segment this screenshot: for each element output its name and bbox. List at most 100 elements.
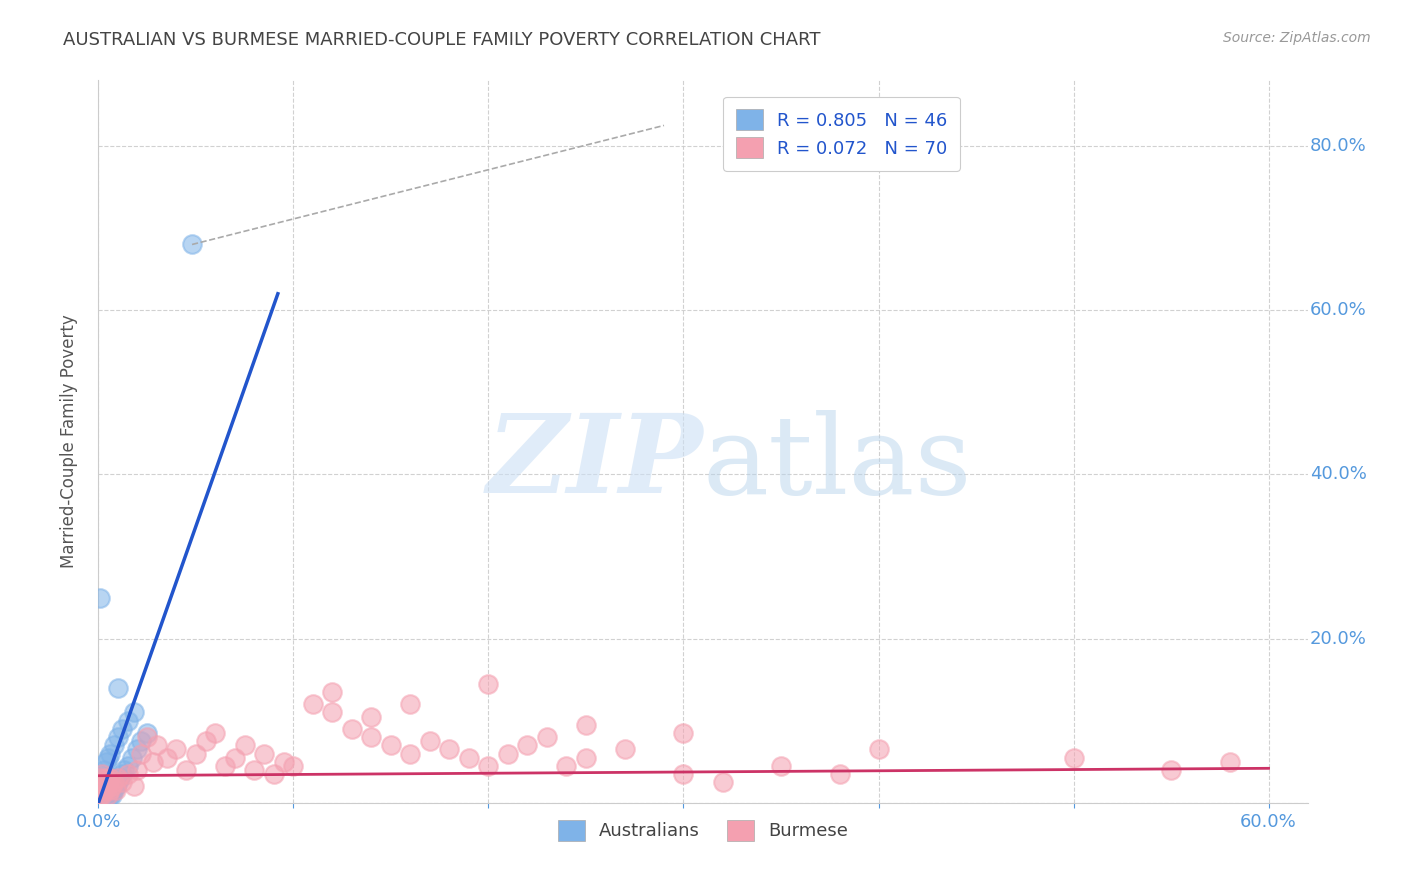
Point <box>439 742 461 756</box>
Point <box>516 739 538 753</box>
Point <box>98 783 121 797</box>
Point <box>458 750 481 764</box>
Point <box>828 767 851 781</box>
Point <box>321 706 343 720</box>
Point <box>89 791 111 805</box>
Point <box>263 767 285 781</box>
Legend: Australians, Burmese: Australians, Burmese <box>550 813 856 848</box>
Point <box>122 706 145 720</box>
Point <box>536 730 558 744</box>
Point <box>174 763 197 777</box>
Point <box>93 783 115 797</box>
Point <box>97 775 120 789</box>
Point <box>1063 750 1085 764</box>
Point <box>868 742 890 756</box>
Point <box>96 788 118 802</box>
Point <box>121 750 143 764</box>
Point <box>380 739 402 753</box>
Point <box>111 722 134 736</box>
Point <box>136 726 159 740</box>
Point <box>89 788 111 802</box>
Point <box>107 730 129 744</box>
Text: 20.0%: 20.0% <box>1310 630 1367 648</box>
Point <box>1219 755 1241 769</box>
Y-axis label: Married-Couple Family Poverty: Married-Couple Family Poverty <box>59 315 77 568</box>
Point <box>117 759 139 773</box>
Point <box>89 771 111 785</box>
Point <box>97 780 120 794</box>
Point <box>89 771 111 785</box>
Point <box>91 789 114 804</box>
Point <box>117 714 139 728</box>
Point <box>98 747 121 761</box>
Point <box>769 759 792 773</box>
Point <box>117 767 139 781</box>
Point <box>477 759 499 773</box>
Point <box>107 775 129 789</box>
Point <box>96 755 118 769</box>
Point <box>233 739 256 753</box>
Point <box>108 771 131 785</box>
Point <box>672 726 695 740</box>
Point <box>107 681 129 695</box>
Point <box>101 788 124 802</box>
Point <box>243 763 266 777</box>
Point <box>146 739 169 753</box>
Point <box>91 783 114 797</box>
Point <box>101 780 124 794</box>
Point <box>89 788 111 802</box>
Point <box>165 742 187 756</box>
Point <box>96 783 118 797</box>
Point <box>93 788 115 802</box>
Point <box>142 755 165 769</box>
Text: Source: ZipAtlas.com: Source: ZipAtlas.com <box>1223 31 1371 45</box>
Point <box>214 759 236 773</box>
Point <box>112 763 135 777</box>
Point <box>477 677 499 691</box>
Point <box>111 767 134 781</box>
Point <box>101 780 124 794</box>
Point <box>253 747 276 761</box>
Point <box>111 775 134 789</box>
Point <box>575 750 598 764</box>
Text: 80.0%: 80.0% <box>1310 137 1367 155</box>
Text: AUSTRALIAN VS BURMESE MARRIED-COUPLE FAMILY POVERTY CORRELATION CHART: AUSTRALIAN VS BURMESE MARRIED-COUPLE FAM… <box>63 31 821 49</box>
Point <box>127 763 149 777</box>
Point <box>89 783 111 797</box>
Point <box>555 759 578 773</box>
Point <box>131 747 153 761</box>
Point <box>181 237 204 252</box>
Point <box>496 747 519 761</box>
Point <box>91 788 114 802</box>
Point <box>224 750 246 764</box>
Point <box>93 786 115 800</box>
Point <box>97 788 120 802</box>
Point <box>1160 763 1182 777</box>
Point <box>184 747 207 761</box>
Point <box>156 750 179 764</box>
Point <box>93 775 115 789</box>
Point <box>360 709 382 723</box>
Point <box>103 775 125 789</box>
Point <box>103 783 125 797</box>
Point <box>98 775 121 789</box>
Point <box>127 742 149 756</box>
Point <box>91 788 114 802</box>
Point <box>340 722 363 736</box>
Point <box>91 767 114 781</box>
Point <box>89 780 111 794</box>
Point <box>131 734 153 748</box>
Point <box>273 755 295 769</box>
Text: 40.0%: 40.0% <box>1310 466 1367 483</box>
Text: ZIP: ZIP <box>486 409 703 517</box>
Point <box>91 780 114 794</box>
Point <box>93 791 115 805</box>
Point <box>107 771 129 785</box>
Point <box>614 742 637 756</box>
Point <box>91 767 114 781</box>
Text: 60.0%: 60.0% <box>1310 301 1367 319</box>
Point <box>122 780 145 794</box>
Point <box>98 771 121 785</box>
Point <box>204 726 226 740</box>
Point <box>103 739 125 753</box>
